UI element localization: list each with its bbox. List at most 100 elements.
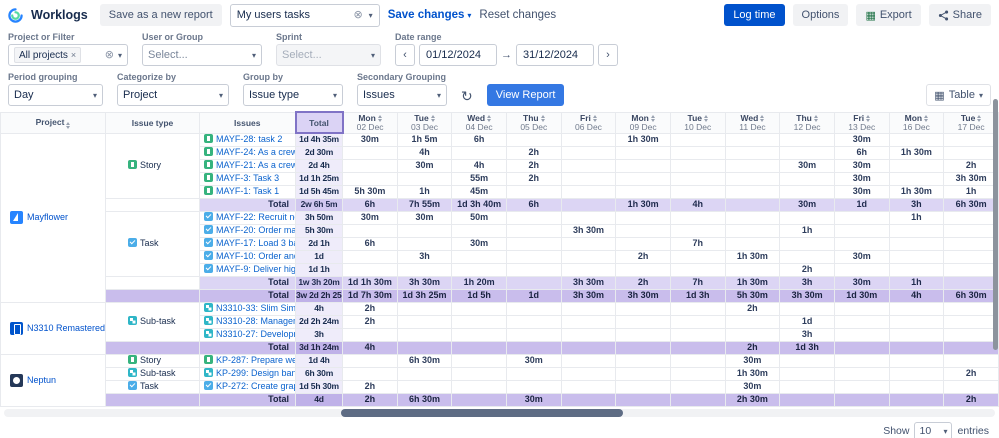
date-column-header[interactable]: Mon 09 Dec (615, 111, 671, 134)
issue-link[interactable]: MAYF-24: As a crew me... (216, 147, 296, 157)
clear-filter-icon[interactable]: ⊗ (104, 48, 114, 61)
categorize-by-select[interactable]: Project ▾ (117, 84, 229, 106)
vertical-scrollbar-thumb[interactable] (993, 99, 998, 351)
issue-link[interactable]: MAYF-21: As a crew me... (216, 160, 296, 170)
chevron-down-icon[interactable]: ▾ (943, 426, 948, 436)
period-grouping-select[interactable]: Day ▾ (8, 84, 103, 106)
worklog-cell (342, 223, 398, 238)
chevron-down-icon[interactable]: ▾ (467, 10, 472, 20)
worklog-cell: 3h (779, 275, 835, 290)
worklog-cell (669, 392, 726, 407)
issue-link[interactable]: MAYF-20: Order materi... (216, 225, 296, 235)
worklog-cell (888, 392, 945, 407)
date-column-header[interactable]: Thu 05 Dec (505, 111, 562, 134)
worklog-cell (888, 158, 945, 173)
chevron-down-icon[interactable]: ▾ (117, 50, 122, 60)
issue-link[interactable]: N3310-28: Management (216, 316, 295, 326)
reset-changes-button[interactable]: Reset changes (479, 9, 557, 21)
project-link[interactable]: Mayflower (27, 212, 69, 222)
total-column-header[interactable]: Total (294, 111, 344, 134)
date-column-header[interactable]: Thu 12 Dec (779, 111, 835, 134)
issue-link[interactable]: KP-272: Create graphic... (216, 381, 295, 391)
issue-link[interactable]: MAYF-22: Recruit needl... (216, 212, 295, 222)
worklog-cell (943, 223, 999, 238)
worklog-cell (888, 366, 945, 381)
project-column-header[interactable]: Project (0, 111, 106, 134)
issue-link[interactable]: MAYF-3: Task 3 (216, 173, 280, 183)
date-column-header[interactable]: Wed 04 Dec (451, 111, 507, 134)
remove-chip-icon[interactable]: × (70, 50, 77, 60)
date-column-header[interactable]: Fri 13 Dec (833, 111, 890, 134)
date-column-header[interactable]: Mon 02 Dec (342, 111, 398, 134)
worklog-cell: 6h 30m (943, 288, 999, 303)
worklog-cell (505, 366, 562, 381)
refresh-icon[interactable]: ↻ (461, 88, 473, 104)
issue-link[interactable]: MAYF-10: Order and d... (216, 251, 295, 261)
date-from-input[interactable] (419, 44, 497, 66)
worklog-cell: 30m (396, 158, 453, 173)
issue-link[interactable]: MAYF-9: Deliver high q... (216, 264, 296, 274)
worklog-cell: 30m (724, 353, 781, 368)
share-button[interactable]: Share (928, 4, 991, 26)
date-column-header[interactable]: Mon 16 Dec (888, 111, 945, 134)
chevron-down-icon[interactable]: ▾ (332, 90, 337, 100)
worklog-cell: 7h (669, 236, 726, 251)
log-time-button[interactable]: Log time (724, 4, 785, 26)
worklog-cell (888, 171, 945, 186)
date-column-header[interactable]: Tue 03 Dec (396, 111, 453, 134)
date-column-header[interactable]: Tue 10 Dec (669, 111, 726, 134)
group-by-select[interactable]: Issue type ▾ (243, 84, 343, 106)
date-to-input[interactable] (516, 44, 594, 66)
secondary-grouping-select[interactable]: Issues ▾ (357, 84, 447, 106)
worklog-cell (451, 392, 507, 407)
horizontal-scrollbar-thumb[interactable] (340, 408, 624, 417)
issue-link[interactable]: KP-299: Design banners (216, 368, 296, 378)
issue-link[interactable]: KP-287: Prepare weeke... (216, 355, 295, 365)
export-button[interactable]: ▦ Export (856, 4, 921, 26)
worklog-cell (888, 340, 945, 355)
user-group-select[interactable]: Select... ▾ (142, 44, 262, 66)
view-mode-dropdown[interactable]: ▦ Table ▾ (926, 84, 991, 106)
project-filter-select[interactable]: All projects × ⊗ ▾ (8, 44, 128, 66)
worklog-cell (560, 249, 617, 264)
worklog-cell (724, 314, 781, 329)
next-period-button[interactable]: › (598, 44, 618, 66)
chevron-down-icon[interactable]: ▾ (368, 10, 373, 20)
prev-period-button[interactable]: ‹ (395, 44, 415, 66)
issue-link[interactable]: N3310-27: Development (216, 329, 295, 339)
options-button[interactable]: Options (792, 4, 849, 26)
issue-type-label: Sub-task (140, 316, 176, 326)
worklog-cell (724, 327, 781, 342)
date-column-header[interactable]: Tue 17 Dec (943, 111, 999, 134)
clear-report-icon[interactable]: ⊗ (353, 8, 363, 21)
date-column-header[interactable]: Wed 11 Dec (724, 111, 781, 134)
project-link[interactable]: N3310 Remastered (27, 322, 106, 333)
chevron-down-icon[interactable]: ▾ (92, 90, 97, 100)
worklog-cell: 2h (779, 262, 835, 277)
page-size-select[interactable]: 10 ▾ (914, 421, 953, 438)
project-link[interactable]: Neptun (27, 374, 57, 385)
chevron-down-icon[interactable]: ▾ (251, 50, 256, 60)
worklog-cell: 30m (833, 171, 890, 186)
vertical-scrollbar[interactable] (993, 99, 998, 391)
save-as-new-report-button[interactable]: Save as a new report (99, 4, 222, 26)
view-report-button[interactable]: View Report (486, 84, 565, 106)
worklog-cell (943, 275, 999, 290)
horizontal-scrollbar[interactable] (4, 408, 995, 417)
save-changes-button[interactable]: Save changes ▾ (388, 9, 472, 21)
chevron-down-icon[interactable]: ▾ (218, 90, 223, 100)
date-column-header[interactable]: Fri 06 Dec (560, 111, 617, 134)
issue-cell: MAYF-17: Load 3 barrel... (199, 236, 296, 251)
worklog-cell (342, 158, 398, 173)
chevron-down-icon[interactable]: ▾ (436, 90, 441, 100)
issue-link[interactable]: N3310-33: Slim Sim Sh... (216, 303, 296, 313)
worklog-cell (779, 210, 835, 225)
issue-link[interactable]: MAYF-1: Task 1 (216, 186, 280, 196)
chevron-down-icon[interactable]: ▾ (978, 90, 983, 100)
worklog-cell (615, 145, 671, 160)
report-selector[interactable]: My users tasks ⊗ ▾ (229, 3, 380, 27)
save-changes-label: Save changes (387, 9, 465, 21)
issue-link[interactable]: MAYF-17: Load 3 barrel... (216, 238, 295, 248)
all-projects-chip[interactable]: All projects × (14, 47, 82, 63)
issue-link[interactable]: MAYF-28: task 2 (216, 134, 283, 144)
